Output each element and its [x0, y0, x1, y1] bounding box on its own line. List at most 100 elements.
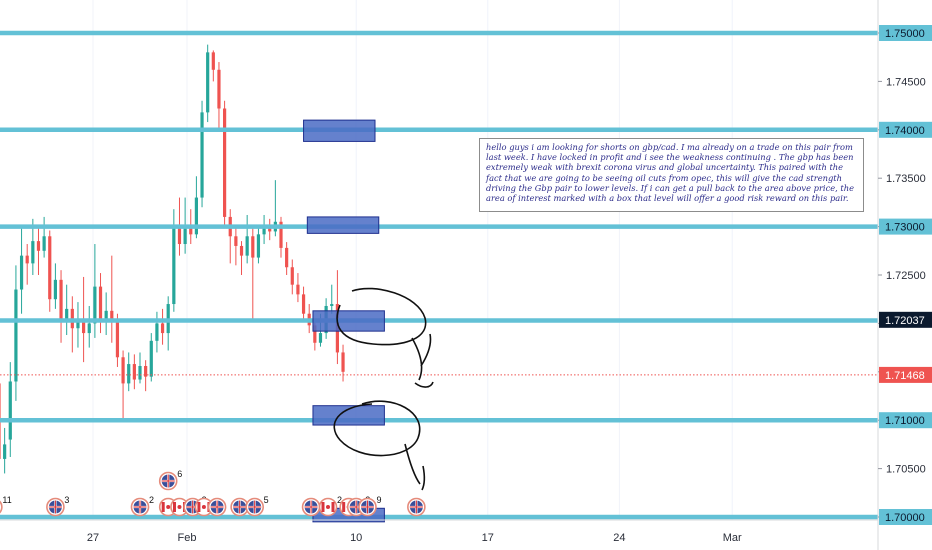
circle-drawing-lower[interactable]	[333, 400, 421, 457]
price-tag-label-4: 1.71000	[885, 415, 925, 427]
price-tags: 1.75000 1.74000 1.73000 1.72037 1.71000 1.700…	[879, 25, 932, 525]
supply-zones[interactable]	[303, 119, 385, 523]
canada-flag-band-left-4	[161, 502, 165, 512]
zone-box-3[interactable]	[312, 405, 385, 426]
event-marker-8[interactable]	[207, 497, 227, 517]
price-tag-label-0: 1.75000	[885, 28, 925, 40]
candle-body-47	[262, 228, 266, 235]
y-tick-label-7: 1.73500	[886, 173, 926, 185]
candle-body-17	[93, 286, 97, 324]
price-tag-bg-4	[879, 412, 932, 429]
candle-body-46	[256, 234, 261, 258]
candle-body-44	[245, 236, 249, 256]
candle-body-3	[14, 289, 18, 382]
event-count-2: 2	[149, 495, 154, 505]
event-marker-15[interactable]: 9	[358, 495, 382, 517]
price-tag-bg-1	[879, 121, 932, 138]
candle-body-39	[217, 69, 221, 109]
candle-body-27	[149, 340, 153, 377]
canada-flag-band-left-5	[172, 502, 176, 512]
hand-drawings[interactable]	[333, 287, 434, 491]
idea-note[interactable]: hello guys i am looking for shorts on gb…	[479, 138, 864, 212]
candle-body-57	[318, 333, 323, 343]
event-marker-3[interactable]: 6	[158, 469, 183, 491]
event-count-10: 5	[264, 495, 269, 505]
canada-flag-leaf-5	[177, 505, 182, 509]
candle-body-24	[132, 364, 136, 380]
event-marker-2[interactable]: 2	[130, 495, 155, 517]
candle-body-32	[177, 226, 182, 245]
zone-box-0[interactable]	[303, 119, 376, 142]
arrow-drawing-upper[interactable]	[411, 333, 434, 388]
candle-body-43	[239, 245, 244, 256]
candle-body-11	[59, 279, 63, 319]
canada-flag-leaf-4	[166, 505, 171, 509]
candle-body-25	[138, 365, 142, 380]
candle-body-61	[341, 352, 345, 372]
candle-body-54	[301, 294, 306, 314]
candle-body-9	[48, 236, 52, 300]
candle-body-2	[8, 381, 12, 440]
event-marker-0[interactable]: 11	[0, 495, 12, 516]
price-tag-bg-6	[879, 366, 932, 383]
candle-body-40	[223, 108, 227, 217]
x-tick-label-0: 27	[87, 532, 99, 544]
event-markers[interactable]: 1132635229	[0, 469, 426, 517]
circle-drawing-upper[interactable]	[336, 287, 427, 346]
candle-body-26	[144, 365, 148, 377]
candle-body-33	[183, 226, 187, 245]
candle-body-22	[121, 357, 125, 384]
arrow-drawing-lower[interactable]	[404, 443, 426, 491]
event-marker-16[interactable]	[407, 497, 426, 517]
candle-body-34	[189, 226, 193, 235]
price-tag-label-6: 1.71468	[885, 370, 925, 382]
event-marker-5[interactable]	[170, 497, 189, 517]
horizontal-levels[interactable]	[0, 30, 878, 520]
grid-lines	[92, 0, 733, 520]
y-tick-label-5: 1.72500	[886, 270, 926, 282]
candle-body-45	[251, 236, 255, 258]
price-tag-bg-2	[879, 218, 932, 235]
candle-body-20	[110, 310, 114, 322]
x-tick-label-2: 10	[350, 532, 362, 544]
canada-flag-band-left-12	[321, 502, 325, 512]
price-tag-bg-0	[879, 25, 932, 41]
candle-body-19	[104, 310, 108, 322]
candle-body-14	[76, 318, 80, 329]
event-count-15: 9	[376, 495, 381, 505]
price-tag-label-2: 1.73000	[885, 222, 925, 234]
plot-background	[0, 0, 878, 520]
candle-body-18	[98, 286, 103, 322]
canada-flag-leaf-12	[326, 505, 330, 509]
event-marker-11[interactable]	[301, 497, 321, 517]
canada-flag-leaf-7	[201, 505, 206, 509]
price-tag-bg-5	[879, 509, 932, 525]
price-tag-label-1: 1.74000	[885, 125, 925, 137]
zone-box-1[interactable]	[306, 216, 380, 234]
x-tick-label-1: Feb	[178, 532, 197, 544]
candle-body-7	[36, 241, 41, 251]
price-tag-label-5: 1.70000	[885, 512, 925, 524]
candle-body-12	[65, 308, 69, 319]
time-axis[interactable]: 27 Feb 10 17 24 Mar	[87, 532, 742, 544]
price-tag-bg-3	[879, 311, 932, 328]
event-marker-10[interactable]: 5	[245, 495, 269, 517]
candle-body-15	[82, 318, 86, 334]
event-marker-1[interactable]: 3	[46, 495, 70, 517]
event-count-0: 11	[2, 495, 11, 505]
candle-body-5	[25, 255, 29, 264]
candle-body-51	[285, 247, 289, 268]
candle-body-4	[19, 255, 24, 290]
event-marker-12[interactable]: 2	[318, 495, 343, 517]
x-tick-label-4: 24	[613, 532, 625, 544]
price-axis[interactable]: 1.700001.705001.710001.715001.720001.725…	[878, 28, 926, 524]
zone-box-2[interactable]	[312, 310, 385, 332]
candle-body-10	[53, 279, 57, 300]
candle-body-52	[290, 267, 294, 285]
event-count-1: 3	[64, 495, 69, 505]
candle-body-50	[279, 221, 283, 248]
candle-body-23	[127, 364, 131, 384]
candle-body-21	[115, 321, 120, 358]
